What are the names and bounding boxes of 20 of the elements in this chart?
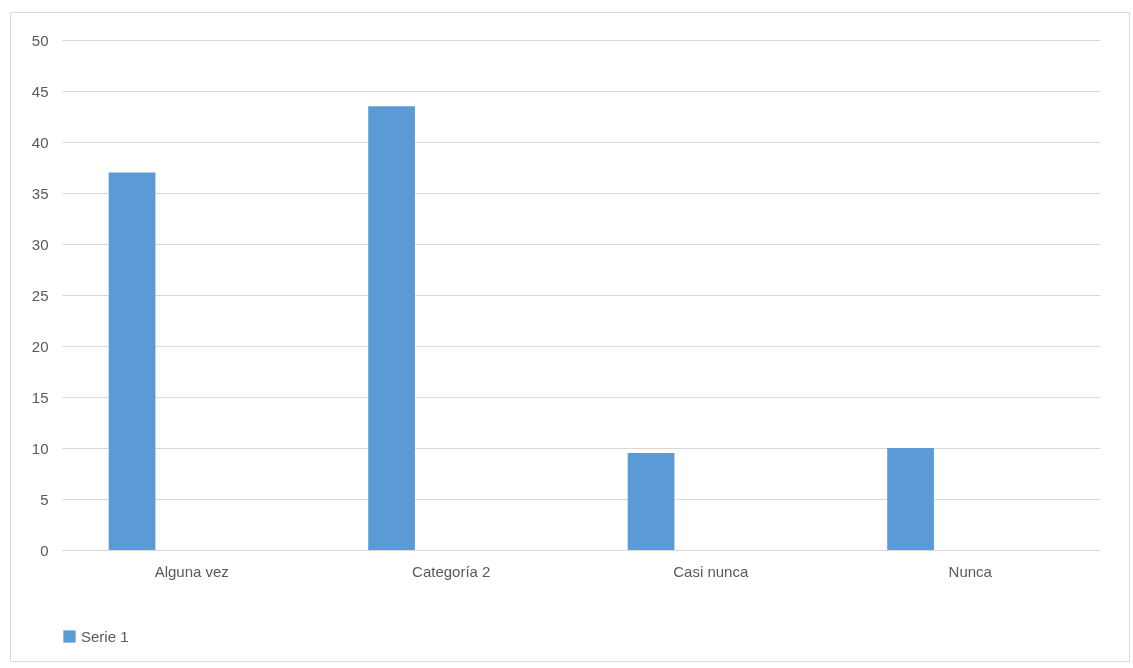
bar (108, 172, 156, 550)
y-tick-label: 10 (31, 439, 49, 457)
y-tick-label: 35 (31, 184, 49, 202)
x-tick-label: Categoría 2 (412, 562, 491, 580)
legend-label: Serie 1 (81, 627, 129, 645)
y-tick-label: 0 (40, 541, 49, 559)
bar (368, 106, 415, 550)
y-tick-label: 45 (31, 82, 49, 100)
y-tick-label: 5 (40, 490, 49, 508)
y-tick-label: 50 (31, 31, 49, 49)
x-tick-label: Casi nunca (673, 562, 749, 580)
y-tick-label: 25 (31, 286, 49, 304)
x-tick-label: Nunca (948, 562, 993, 580)
bar (627, 453, 675, 550)
y-tick-label: 40 (31, 133, 49, 151)
y-tick-label: 30 (31, 235, 49, 253)
bar (887, 448, 934, 550)
y-tick-label: 15 (31, 388, 49, 406)
y-tick-label: 20 (31, 337, 49, 355)
x-tick-label: Alguna vez (154, 562, 229, 580)
